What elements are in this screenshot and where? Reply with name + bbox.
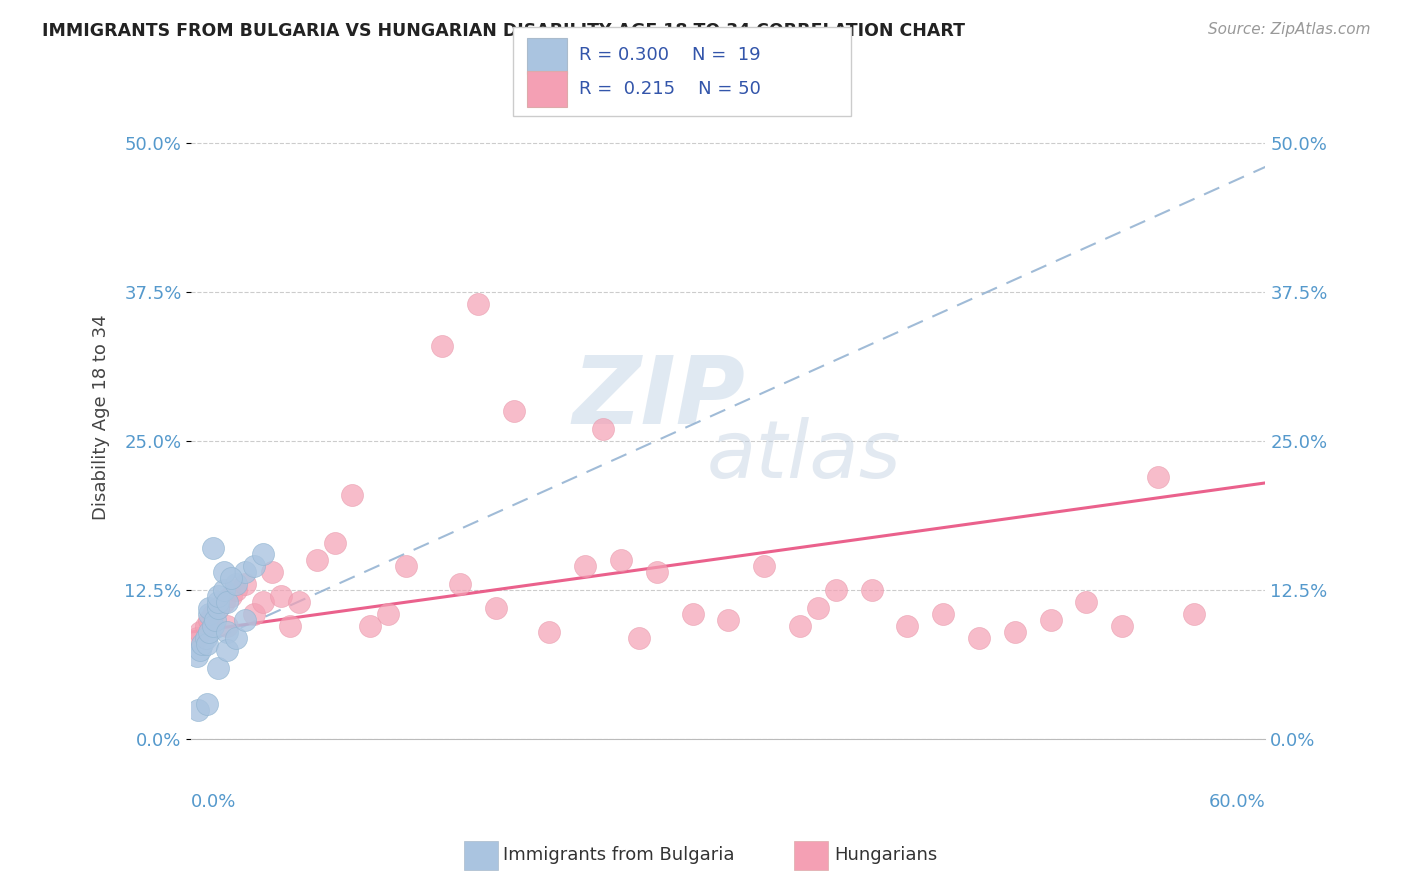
Text: R = 0.300    N =  19: R = 0.300 N = 19 [579,46,761,64]
Text: ZIP: ZIP [572,352,745,444]
Point [592,422,614,436]
Point [212,583,235,598]
Point [789,619,811,633]
Point [198,613,221,627]
Point [467,297,489,311]
Point [188,643,211,657]
Point [225,583,247,598]
Point [1004,625,1026,640]
Point [212,595,235,609]
Point [198,625,221,640]
Text: Immigrants from Bulgaria: Immigrants from Bulgaria [503,847,735,864]
Point [574,559,596,574]
Point [627,631,650,645]
Point [717,613,740,627]
Point [225,577,247,591]
Point [305,553,328,567]
Point [270,589,292,603]
Text: atlas: atlas [706,417,901,495]
Point [932,607,955,621]
Point [197,637,219,651]
Point [1039,613,1062,627]
Point [342,488,364,502]
Text: R =  0.215    N = 50: R = 0.215 N = 50 [579,80,761,98]
Point [186,631,208,645]
Point [287,595,309,609]
Text: 60.0%: 60.0% [1209,793,1265,811]
Point [233,613,256,627]
Point [395,559,418,574]
Point [430,339,453,353]
Point [191,637,214,651]
Point [252,595,274,609]
Point [359,619,381,633]
Point [502,404,524,418]
Point [243,607,266,621]
Point [1147,470,1170,484]
Point [198,607,221,621]
Y-axis label: Disability Age 18 to 34: Disability Age 18 to 34 [93,315,110,520]
Point [198,601,221,615]
Point [207,595,229,609]
Point [485,601,508,615]
Point [204,613,226,627]
Point [260,566,283,580]
Point [1111,619,1133,633]
Point [377,607,399,621]
Point [682,607,704,621]
Point [278,619,301,633]
Point [233,577,256,591]
Point [645,566,668,580]
Point [219,571,242,585]
Point [243,559,266,574]
Point [201,541,224,556]
Point [967,631,990,645]
Point [197,697,219,711]
Point [207,589,229,603]
Point [824,583,846,598]
Point [201,619,224,633]
Point [207,601,229,615]
Point [187,702,209,716]
Point [207,601,229,615]
Point [217,625,239,640]
Point [219,589,242,603]
Point [754,559,776,574]
Point [194,619,217,633]
Point [896,619,918,633]
Point [233,566,256,580]
Point [1076,595,1098,609]
Point [217,619,239,633]
Point [188,625,211,640]
Point [538,625,561,640]
Point [212,566,235,580]
Point [807,601,830,615]
Text: Hungarians: Hungarians [834,847,936,864]
Text: 0.0%: 0.0% [191,793,236,811]
Point [225,631,247,645]
Point [207,661,229,675]
Point [449,577,471,591]
Text: IMMIGRANTS FROM BULGARIA VS HUNGARIAN DISABILITY AGE 18 TO 34 CORRELATION CHART: IMMIGRANTS FROM BULGARIA VS HUNGARIAN DI… [42,22,965,40]
Point [186,648,208,663]
Point [201,607,224,621]
Point [323,535,346,549]
Point [194,631,217,645]
Point [252,548,274,562]
Point [860,583,883,598]
Text: Source: ZipAtlas.com: Source: ZipAtlas.com [1208,22,1371,37]
Point [610,553,633,567]
Point [217,643,239,657]
Point [1182,607,1205,621]
Point [217,595,239,609]
